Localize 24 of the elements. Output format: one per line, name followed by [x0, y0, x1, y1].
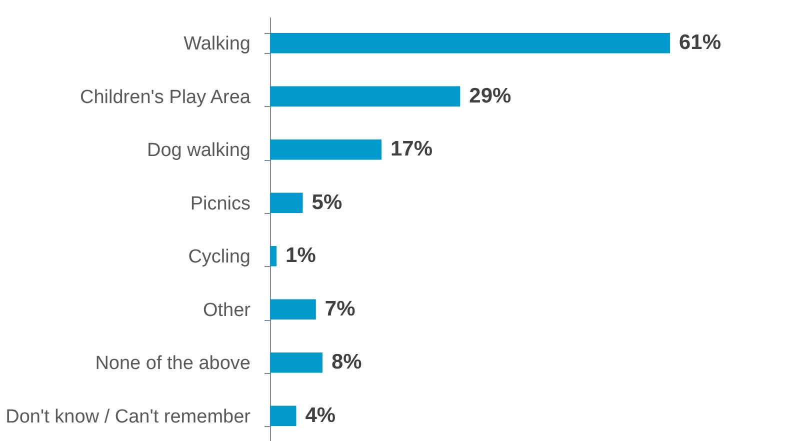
data-label: 5%	[312, 190, 342, 214]
y-tick-label: None of the above	[95, 353, 250, 374]
bar	[270, 406, 296, 426]
data-label: 29%	[469, 84, 512, 108]
y-tick-label: Dog walking	[147, 140, 250, 162]
data-label: 8%	[331, 350, 362, 374]
y-tick-label: Don't know / Can't remember	[6, 406, 252, 428]
data-label: 4%	[305, 404, 336, 427]
data-label: 17%	[390, 138, 433, 161]
bar	[270, 32, 670, 54]
bar	[270, 246, 277, 266]
y-tick-label: Other	[202, 300, 252, 321]
bar	[270, 299, 316, 320]
y-tick-label: Walking	[184, 34, 250, 55]
data-label: 7%	[324, 297, 356, 320]
bar	[270, 139, 382, 160]
bar	[270, 352, 322, 373]
data-label: 61%	[679, 31, 722, 54]
data-label: 1%	[286, 244, 316, 268]
bar	[270, 192, 303, 213]
y-tick-label: Picnics	[190, 193, 250, 214]
y-tick-label: Cycling	[188, 246, 250, 268]
y-tick-label: Children's Play Area	[80, 86, 251, 108]
bar	[270, 86, 460, 106]
